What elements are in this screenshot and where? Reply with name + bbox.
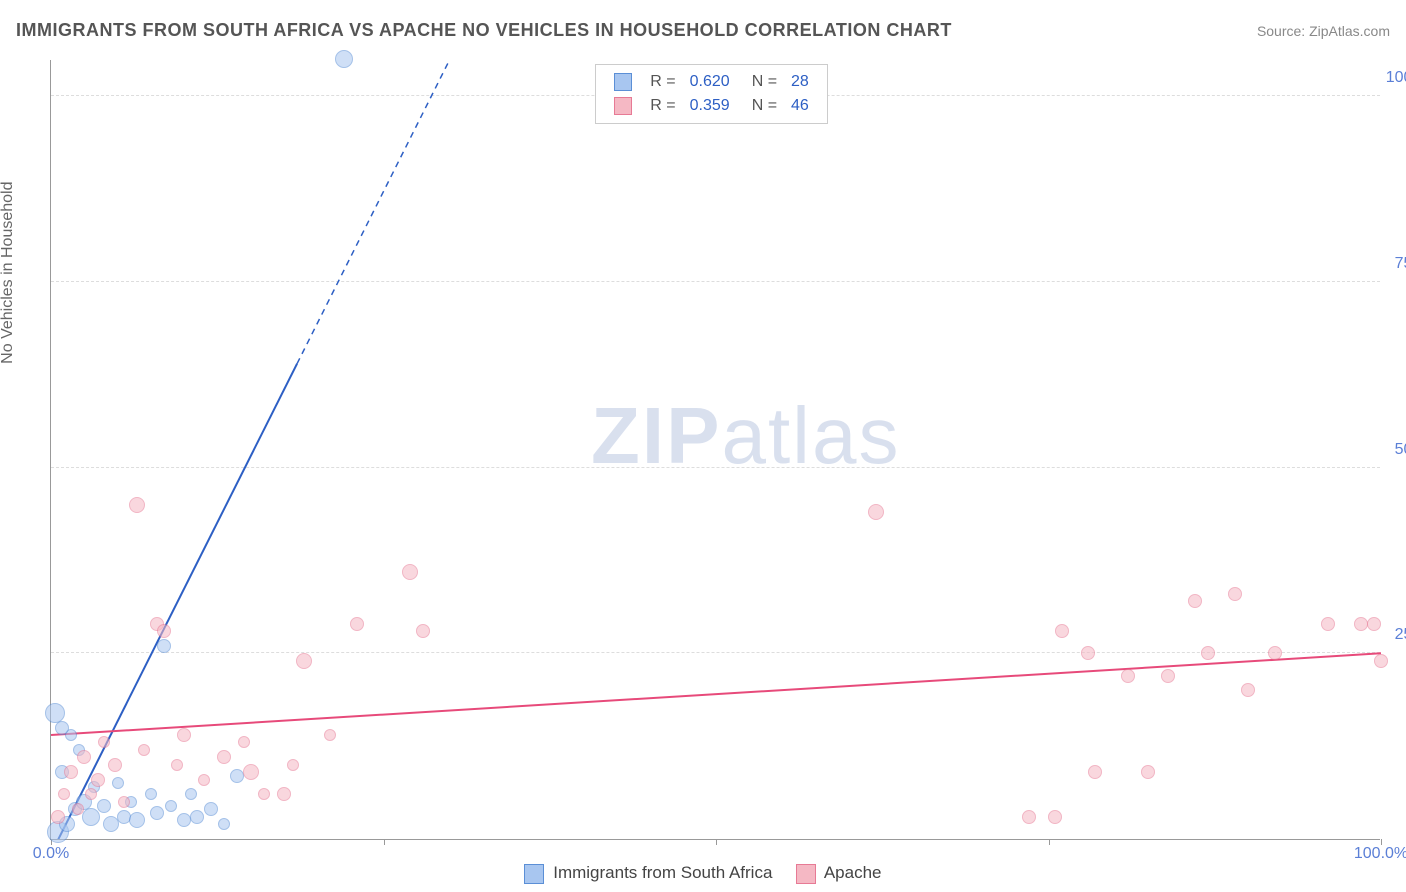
correlation-legend: R =0.620N =28R =0.359N =46	[595, 64, 828, 124]
x-tick	[1049, 839, 1050, 845]
scatter-point	[98, 736, 110, 748]
y-tick-label: 75.0%	[1385, 255, 1406, 273]
scatter-point	[296, 653, 312, 669]
scatter-point	[1268, 646, 1282, 660]
scatter-point	[177, 813, 191, 827]
y-tick-label: 50.0%	[1385, 441, 1406, 459]
scatter-point	[1161, 669, 1175, 683]
scatter-point	[1088, 765, 1102, 779]
scatter-point	[1241, 683, 1255, 697]
scatter-point	[55, 721, 69, 735]
scatter-point	[1081, 646, 1095, 660]
chart-title: IMMIGRANTS FROM SOUTH AFRICA VS APACHE N…	[16, 20, 952, 41]
title-bar: IMMIGRANTS FROM SOUTH AFRICA VS APACHE N…	[16, 20, 1390, 41]
scatter-point	[217, 750, 231, 764]
scatter-point	[258, 788, 270, 800]
scatter-point	[1367, 617, 1381, 631]
scatter-point	[1354, 617, 1368, 631]
x-tick	[384, 839, 385, 845]
scatter-point	[277, 787, 291, 801]
legend-swatch-south-africa	[524, 864, 544, 884]
scatter-point	[1141, 765, 1155, 779]
scatter-point	[138, 744, 150, 756]
scatter-point	[77, 750, 91, 764]
scatter-point	[868, 504, 884, 520]
scatter-point	[1048, 810, 1062, 824]
scatter-point	[1201, 646, 1215, 660]
x-tick-label: 0.0%	[33, 845, 69, 863]
scatter-point	[350, 617, 364, 631]
scatter-point	[85, 788, 97, 800]
x-tick-label: 100.0%	[1354, 845, 1406, 863]
scatter-point	[218, 818, 230, 830]
y-axis-label: No Vehicles in Household	[0, 181, 17, 363]
scatter-point	[1321, 617, 1335, 631]
y-tick-label: 100.0%	[1385, 69, 1406, 87]
scatter-point	[112, 777, 124, 789]
legend-label-apache: Apache	[824, 863, 882, 882]
scatter-point	[1022, 810, 1036, 824]
scatter-point	[91, 773, 105, 787]
watermark: ZIPatlas	[591, 390, 900, 482]
scatter-point	[165, 800, 177, 812]
gridline-h	[51, 467, 1380, 468]
scatter-point	[402, 564, 418, 580]
scatter-point	[1374, 654, 1388, 668]
scatter-point	[190, 810, 204, 824]
scatter-point	[198, 774, 210, 786]
x-tick	[716, 839, 717, 845]
scatter-point	[416, 624, 430, 638]
source-label: Source: ZipAtlas.com	[1257, 23, 1390, 39]
y-tick-label: 25.0%	[1385, 626, 1406, 644]
scatter-point	[129, 497, 145, 513]
scatter-point	[82, 808, 100, 826]
gridline-h	[51, 652, 1380, 653]
scatter-point	[324, 729, 336, 741]
scatter-point	[145, 788, 157, 800]
legend-swatch-apache	[796, 864, 816, 884]
scatter-point	[1228, 587, 1242, 601]
plot-area: ZIPatlas 25.0%50.0%75.0%100.0%0.0%100.0%	[50, 60, 1380, 840]
scatter-point	[97, 799, 111, 813]
scatter-point	[129, 812, 145, 828]
scatter-point	[150, 806, 164, 820]
scatter-point	[177, 728, 191, 742]
scatter-point	[1188, 594, 1202, 608]
scatter-point	[287, 759, 299, 771]
scatter-point	[1121, 669, 1135, 683]
scatter-point	[157, 639, 171, 653]
scatter-point	[238, 736, 250, 748]
scatter-point	[171, 759, 183, 771]
scatter-point	[204, 802, 218, 816]
scatter-point	[243, 764, 259, 780]
trend-svg	[51, 59, 1381, 839]
bottom-legend: Immigrants from South Africa Apache	[0, 863, 1406, 884]
scatter-point	[185, 788, 197, 800]
scatter-point	[58, 788, 70, 800]
legend-label-south-africa: Immigrants from South Africa	[553, 863, 772, 882]
scatter-point	[335, 50, 353, 68]
scatter-point	[108, 758, 122, 772]
scatter-point	[118, 796, 130, 808]
scatter-point	[51, 810, 65, 824]
gridline-h	[51, 281, 1380, 282]
scatter-point	[72, 803, 84, 815]
scatter-point	[157, 624, 171, 638]
scatter-point	[1055, 624, 1069, 638]
scatter-point	[64, 765, 78, 779]
